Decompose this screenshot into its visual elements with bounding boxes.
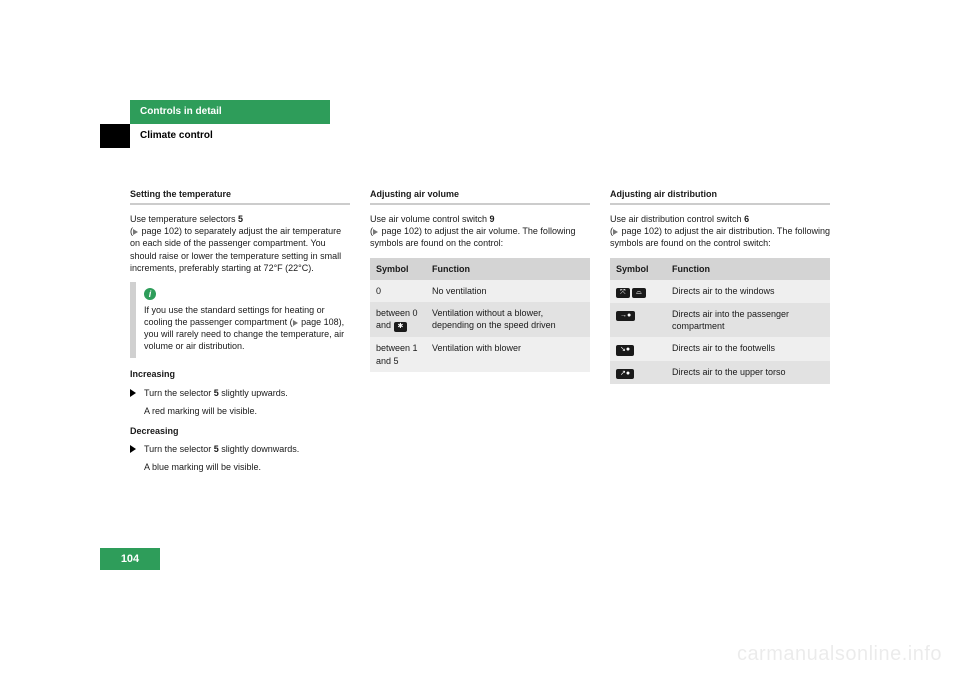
header-black-marker xyxy=(100,124,130,148)
page-ref-triangle xyxy=(373,229,378,235)
col-setting-temperature: Setting the temperature Use temperature … xyxy=(130,188,350,481)
increasing-result: A red marking will be visible. xyxy=(130,405,350,417)
inc-step-c: slightly upwards. xyxy=(219,388,288,398)
face-vent-icon: →● xyxy=(616,311,635,321)
th-function: Function xyxy=(666,258,830,280)
table-header-row: Symbol Function xyxy=(610,258,830,280)
decreasing-heading: Decreasing xyxy=(130,425,350,437)
air-distribution-table: Symbol Function ⤧ ⌓ Directs air to the w… xyxy=(610,258,830,385)
cell-symbol: 0 xyxy=(370,280,426,302)
info-icon: i xyxy=(144,288,156,300)
cell-symbol: ↘● xyxy=(610,337,666,360)
page-ref-triangle xyxy=(293,320,298,326)
table-row: between 0 and ✱ Ventilation without a bl… xyxy=(370,302,590,338)
window-icon: ⌓ xyxy=(632,288,646,298)
cell-function: Directs air to the upper torso xyxy=(666,361,830,384)
table-row: →● Directs air into the passenger compar… xyxy=(610,303,830,337)
cell-function: No ventilation xyxy=(426,280,590,302)
th-symbol: Symbol xyxy=(610,258,666,280)
decreasing-step: Turn the selector 5 slightly downwards. xyxy=(130,443,350,455)
col1-intro-1: Use temperature selectors xyxy=(130,214,238,224)
cell-function: Ventilation with blower xyxy=(426,337,590,371)
torso-icon: ↗● xyxy=(616,369,634,379)
col2-heading: Adjusting air volume xyxy=(370,188,590,200)
cell-symbol: between 0 and ✱ xyxy=(370,302,426,338)
header-band: Controls in detail Climate control xyxy=(130,100,830,148)
col2-rule xyxy=(370,203,590,205)
th-function: Function xyxy=(426,258,590,280)
page-ref-triangle xyxy=(133,229,138,235)
chapter-tab: Controls in detail xyxy=(130,100,330,124)
col1-intro: Use temperature selectors 5 ( page 102) … xyxy=(130,213,350,274)
table-row: ⤧ ⌓ Directs air to the windows xyxy=(610,280,830,303)
table-row: ↘● Directs air to the footwells xyxy=(610,337,830,360)
cell-symbol: between 1 and 5 xyxy=(370,337,426,371)
info-note: i If you use the standard settings for h… xyxy=(130,282,350,359)
col-air-volume: Adjusting air volume Use air volume cont… xyxy=(370,188,590,481)
cell-symbol: ⤧ ⌓ xyxy=(610,280,666,303)
col1-rule xyxy=(130,203,350,205)
note-text: If you use the standard settings for hea… xyxy=(144,304,346,353)
dec-step-c: slightly downwards. xyxy=(219,444,300,454)
col3-intro-2: page 102) to adjust the air distribution… xyxy=(610,226,830,248)
table-row: 0 No ventilation xyxy=(370,280,590,302)
page-number: 104 xyxy=(100,548,160,570)
air-volume-table: Symbol Function 0 No ventilation between… xyxy=(370,258,590,372)
cell-symbol: →● xyxy=(610,303,666,337)
col1-intro-2: page 102) to separately adjust the air t… xyxy=(130,226,341,272)
section-title: Climate control xyxy=(140,130,213,141)
page-content: Controls in detail Climate control Setti… xyxy=(130,100,830,481)
col3-intro: Use air distribution control switch 6 ( … xyxy=(610,213,830,249)
col2-switch-ref: 9 xyxy=(490,214,495,224)
col3-heading: Adjusting air distribution xyxy=(610,188,830,200)
increasing-heading: Increasing xyxy=(130,368,350,380)
decreasing-result: A blue marking will be visible. xyxy=(130,461,350,473)
table-row: between 1 and 5 Ventilation with blower xyxy=(370,337,590,371)
col3-switch-ref: 6 xyxy=(744,214,749,224)
cell-function: Ventilation without a blower, depending … xyxy=(426,302,590,338)
cell-function: Directs air to the windows xyxy=(666,280,830,303)
th-symbol: Symbol xyxy=(370,258,426,280)
fan-icon: ✱ xyxy=(394,322,408,332)
inc-step-a: Turn the selector xyxy=(144,388,214,398)
increasing-step: Turn the selector 5 slightly upwards. xyxy=(130,387,350,399)
cell-function: Directs air into the passenger compartme… xyxy=(666,303,830,337)
col3-rule xyxy=(610,203,830,205)
content-columns: Setting the temperature Use temperature … xyxy=(130,188,830,481)
col2-intro: Use air volume control switch 9 ( page 1… xyxy=(370,213,590,249)
col-air-distribution: Adjusting air distribution Use air distr… xyxy=(610,188,830,481)
defrost-icon: ⤧ xyxy=(616,288,630,298)
dec-step-a: Turn the selector xyxy=(144,444,214,454)
col1-selector-ref: 5 xyxy=(238,214,243,224)
page-ref-triangle xyxy=(613,229,618,235)
cell-symbol: ↗● xyxy=(610,361,666,384)
col1-heading: Setting the temperature xyxy=(130,188,350,200)
footwell-icon: ↘● xyxy=(616,345,634,355)
table-row: ↗● Directs air to the upper torso xyxy=(610,361,830,384)
cell-function: Directs air to the footwells xyxy=(666,337,830,360)
watermark: carmanualsonline.info xyxy=(737,643,942,666)
col2-intro-2: page 102) to adjust the air volume. The … xyxy=(370,226,575,248)
col3-intro-1: Use air distribution control switch xyxy=(610,214,744,224)
table-header-row: Symbol Function xyxy=(370,258,590,280)
col2-intro-1: Use air volume control switch xyxy=(370,214,490,224)
